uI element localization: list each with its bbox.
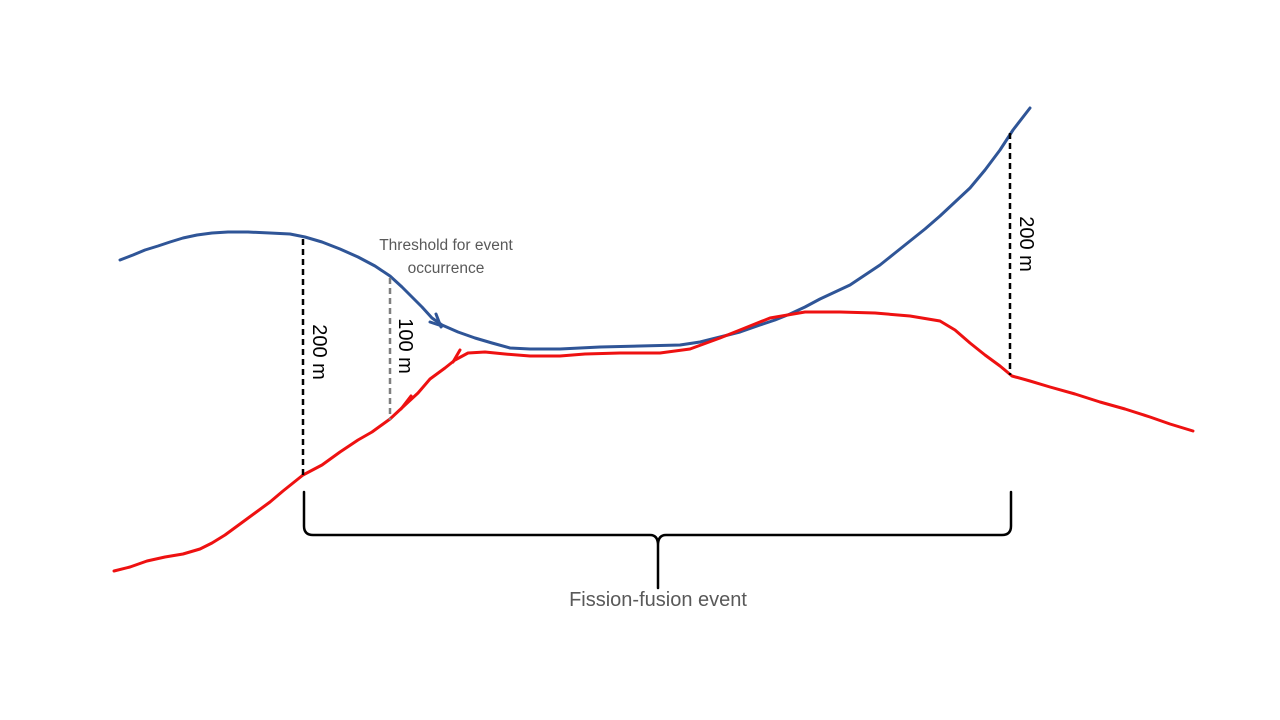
start-distance-label: 200 m xyxy=(308,324,330,380)
threshold-label-line-1: Threshold for event xyxy=(379,237,513,254)
threshold-distance-label: 100 m xyxy=(394,318,416,374)
event-label: Fission-fusion event xyxy=(569,589,747,611)
event-span-brace xyxy=(302,490,1013,590)
end-distance-label: 200 m xyxy=(1015,216,1037,272)
trajectory-line-red xyxy=(112,310,1195,573)
trajectory-mark-blue xyxy=(428,312,444,329)
threshold-label-line-2: occurrence xyxy=(408,260,485,277)
trajectory-mark-red xyxy=(399,348,462,411)
trajectory-line-blue xyxy=(118,106,1032,351)
